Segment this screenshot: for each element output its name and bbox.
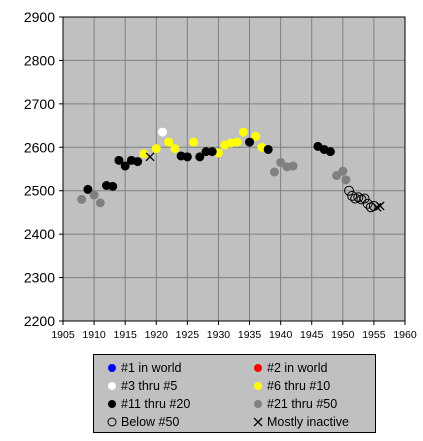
data-point xyxy=(83,184,93,194)
legend-marker xyxy=(108,381,116,390)
data-point xyxy=(133,157,143,167)
data-point xyxy=(77,194,87,204)
x-tick-label: 1945 xyxy=(300,329,324,341)
data-point-open xyxy=(344,185,355,196)
x-tick-label: 1935 xyxy=(238,329,262,341)
y-tick-label: 2800 xyxy=(24,52,55,68)
data-point-x xyxy=(145,152,155,162)
data-point xyxy=(195,152,205,162)
legend-item: #21 thru #50 xyxy=(252,395,337,412)
data-point-open xyxy=(347,190,358,201)
legend-label: #6 thru #10 xyxy=(267,378,331,393)
plot-area xyxy=(63,17,405,321)
legend-marker xyxy=(253,417,263,426)
data-point xyxy=(207,147,217,157)
legend-label: Below #50 xyxy=(121,414,180,429)
y-tick-label: 2500 xyxy=(24,183,55,199)
data-point xyxy=(108,181,118,191)
data-point xyxy=(269,167,279,177)
data-point xyxy=(170,144,180,154)
legend-item: #2 in world xyxy=(252,359,327,376)
legend-marker xyxy=(108,399,116,408)
data-point xyxy=(338,166,348,176)
legend-marker xyxy=(108,363,116,372)
data-point xyxy=(139,149,149,159)
data-point-open xyxy=(359,193,370,204)
legend-item: #1 in world xyxy=(106,359,181,376)
y-tick-label: 2900 xyxy=(24,9,55,25)
data-point xyxy=(120,161,130,171)
y-tick-label: 2700 xyxy=(24,96,55,112)
data-point xyxy=(263,144,273,154)
legend-label: #11 thru #20 xyxy=(121,396,191,411)
legend-marker xyxy=(254,381,262,390)
x-tick-label: 1930 xyxy=(207,329,231,341)
x-tick-label: 1920 xyxy=(145,329,169,341)
data-point-open xyxy=(362,198,373,209)
data-point-x xyxy=(375,201,385,211)
data-point xyxy=(232,137,242,147)
data-point xyxy=(164,137,174,147)
x-tick-label: 1910 xyxy=(82,329,106,341)
data-point xyxy=(157,127,167,137)
data-point-x xyxy=(372,202,382,212)
plot-border xyxy=(62,16,406,322)
y-tick-label: 2400 xyxy=(24,226,55,242)
legend-item: Mostly inactive xyxy=(252,413,349,430)
legend-label: #1 in world xyxy=(121,360,182,375)
data-point xyxy=(89,190,99,200)
data-point xyxy=(182,152,192,162)
x-tick-label: 1960 xyxy=(393,329,417,341)
x-tick-label: 1915 xyxy=(114,329,138,341)
data-point xyxy=(251,131,261,141)
legend-marker xyxy=(107,417,117,426)
legend-label: #2 in world xyxy=(267,360,328,375)
data-point xyxy=(325,147,335,157)
legend-item: #11 thru #20 xyxy=(106,395,190,412)
data-point xyxy=(341,175,351,185)
legend-item: #6 thru #10 xyxy=(252,377,330,394)
data-point xyxy=(201,147,211,157)
y-tick-label: 2600 xyxy=(24,139,55,155)
legend-item: #3 thru #5 xyxy=(106,377,177,394)
data-point xyxy=(288,161,298,171)
data-point xyxy=(238,127,248,137)
x-tick-label: 1940 xyxy=(269,329,293,341)
legend: #1 in world #2 in world #3 thru #5 #6 thru … xyxy=(93,354,376,433)
legend-label: Mostly inactive xyxy=(267,414,349,429)
y-tick-label: 2200 xyxy=(24,313,55,329)
data-point xyxy=(114,155,124,165)
data-point xyxy=(245,137,255,147)
legend-marker xyxy=(254,399,262,408)
data-point xyxy=(189,137,199,147)
x-tick-label: 1950 xyxy=(331,329,355,341)
data-point-open xyxy=(353,192,364,203)
legend-item: Below #50 xyxy=(106,413,179,430)
data-point xyxy=(151,144,161,154)
data-point xyxy=(95,198,105,208)
x-tick-label: 1955 xyxy=(362,329,386,341)
legend-label: #21 thru #50 xyxy=(267,396,338,411)
legend-label: #3 thru #5 xyxy=(121,378,178,393)
y-tick-label: 2300 xyxy=(24,270,55,286)
chart-svg: 1905 1910 1915 1920 1925 1930 1935 1940 1945 1950… xyxy=(24,9,417,341)
legend-marker xyxy=(254,363,262,372)
x-tick-label: 1905 xyxy=(51,329,75,341)
x-tick-label: 1925 xyxy=(176,329,200,341)
